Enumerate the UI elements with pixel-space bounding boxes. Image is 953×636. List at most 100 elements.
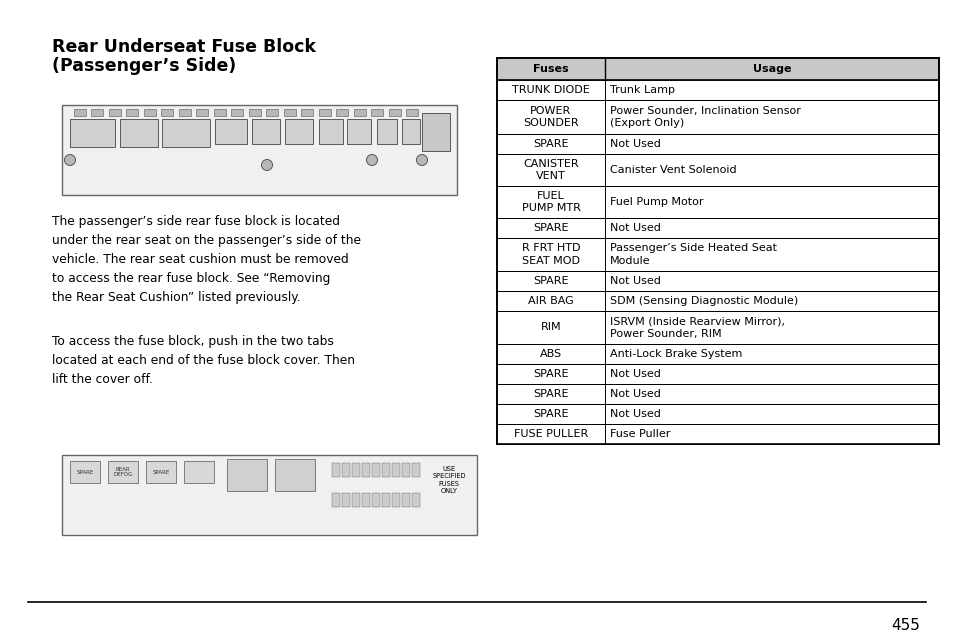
Bar — [341, 463, 350, 477]
Bar — [497, 384, 938, 404]
Bar — [497, 186, 938, 218]
Bar — [301, 109, 314, 116]
Bar — [109, 109, 121, 116]
Circle shape — [416, 155, 427, 165]
Text: SPARE: SPARE — [533, 409, 568, 419]
Bar — [497, 238, 938, 271]
Text: RIM: RIM — [540, 322, 560, 333]
Bar — [146, 461, 175, 483]
Text: Power Sounder, Inclination Sensor
(Export Only): Power Sounder, Inclination Sensor (Expor… — [609, 106, 800, 128]
Text: Not Used: Not Used — [609, 139, 660, 149]
Bar — [372, 463, 379, 477]
Bar — [318, 119, 343, 144]
Text: AIR BAG: AIR BAG — [528, 296, 574, 306]
Text: Rear Underseat Fuse Block: Rear Underseat Fuse Block — [52, 38, 315, 56]
Text: ABS: ABS — [539, 349, 561, 359]
Text: Usage: Usage — [752, 64, 790, 74]
Text: FUEL
PUMP MTR: FUEL PUMP MTR — [521, 191, 579, 213]
Text: ISRVM (Inside Rearview Mirror),
Power Sounder, RIM: ISRVM (Inside Rearview Mirror), Power So… — [609, 316, 784, 339]
Text: SPARE: SPARE — [152, 469, 170, 474]
Text: SDM (Sensing Diagnostic Module): SDM (Sensing Diagnostic Module) — [609, 296, 798, 306]
Text: SPARE: SPARE — [533, 139, 568, 149]
Bar — [354, 109, 366, 116]
Text: Passenger’s Side Heated Seat
Module: Passenger’s Side Heated Seat Module — [609, 244, 776, 266]
Bar — [196, 109, 209, 116]
Bar — [381, 493, 390, 507]
Text: FUSE PULLER: FUSE PULLER — [514, 429, 587, 439]
Bar — [412, 463, 419, 477]
Bar — [318, 109, 331, 116]
Bar — [361, 463, 370, 477]
Text: TRUNK DIODE: TRUNK DIODE — [512, 85, 589, 95]
Bar — [421, 113, 450, 151]
Bar — [232, 109, 243, 116]
Text: (Passenger’s Side): (Passenger’s Side) — [52, 57, 236, 75]
Bar — [392, 493, 399, 507]
Text: SPARE: SPARE — [76, 469, 93, 474]
Text: To access the fuse block, push in the two tabs
located at each end of the fuse b: To access the fuse block, push in the tw… — [52, 335, 355, 386]
Bar — [266, 109, 278, 116]
Bar — [401, 119, 419, 144]
Bar — [341, 493, 350, 507]
Bar — [108, 461, 138, 483]
Text: R FRT HTD
SEAT MOD: R FRT HTD SEAT MOD — [521, 244, 579, 266]
Text: Not Used: Not Used — [609, 409, 660, 419]
Bar — [332, 493, 339, 507]
Bar — [62, 455, 476, 535]
Bar — [249, 109, 261, 116]
Text: SPARE: SPARE — [533, 276, 568, 286]
Text: Not Used: Not Used — [609, 369, 660, 379]
Bar — [412, 493, 419, 507]
Bar — [184, 461, 213, 483]
Text: The passenger’s side rear fuse block is located
under the rear seat on the passe: The passenger’s side rear fuse block is … — [52, 215, 360, 304]
Bar — [74, 109, 86, 116]
Text: Not Used: Not Used — [609, 389, 660, 399]
Bar — [381, 463, 390, 477]
Bar — [161, 109, 173, 116]
Bar — [372, 493, 379, 507]
Bar — [285, 119, 313, 144]
Bar — [62, 105, 456, 195]
Bar — [347, 119, 371, 144]
Text: SPARE: SPARE — [533, 223, 568, 233]
Text: USE
SPECIFIED
FUSES
ONLY: USE SPECIFIED FUSES ONLY — [432, 466, 465, 494]
Text: Anti-Lock Brake System: Anti-Lock Brake System — [609, 349, 741, 359]
Bar — [352, 463, 359, 477]
Bar — [162, 119, 210, 147]
Text: Fuse Puller: Fuse Puller — [609, 429, 670, 439]
Text: Trunk Lamp: Trunk Lamp — [609, 85, 675, 95]
Text: CANISTER
VENT: CANISTER VENT — [522, 159, 578, 181]
Text: SPARE: SPARE — [533, 389, 568, 399]
Text: 455: 455 — [890, 618, 919, 633]
Bar — [91, 109, 103, 116]
Bar — [361, 493, 370, 507]
Bar — [227, 459, 267, 491]
Bar — [376, 119, 396, 144]
Bar — [120, 119, 158, 147]
Bar — [70, 119, 115, 147]
Text: Fuel Pump Motor: Fuel Pump Motor — [609, 197, 702, 207]
Bar — [274, 459, 314, 491]
Bar — [406, 109, 418, 116]
Bar — [497, 80, 938, 100]
Bar — [332, 463, 339, 477]
Bar — [127, 109, 138, 116]
Bar — [497, 311, 938, 344]
Circle shape — [261, 160, 273, 170]
Bar — [144, 109, 156, 116]
Text: POWER
SOUNDER: POWER SOUNDER — [522, 106, 578, 128]
Bar — [497, 154, 938, 186]
Text: REAR
DEFOG: REAR DEFOG — [113, 467, 132, 478]
Bar — [179, 109, 191, 116]
Circle shape — [65, 155, 75, 165]
Bar — [497, 218, 938, 238]
Text: Not Used: Not Used — [609, 223, 660, 233]
Text: Canister Vent Solenoid: Canister Vent Solenoid — [609, 165, 736, 175]
Bar — [213, 109, 226, 116]
Bar — [401, 463, 410, 477]
Bar — [497, 291, 938, 311]
Bar — [497, 134, 938, 154]
Bar — [497, 364, 938, 384]
Bar — [336, 109, 348, 116]
Bar — [497, 424, 938, 444]
